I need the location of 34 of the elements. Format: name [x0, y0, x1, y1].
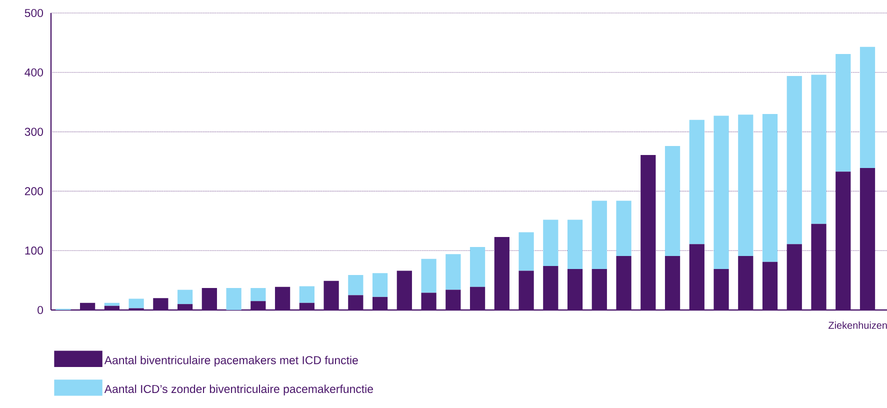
- bar: [811, 74, 826, 224]
- bar: [128, 298, 144, 308]
- bar: [543, 220, 558, 266]
- bar: [226, 288, 242, 310]
- bar: [299, 286, 314, 303]
- y-tick-label: 300: [24, 128, 44, 136]
- bar: [567, 220, 583, 270]
- bar: [738, 114, 754, 256]
- bar: [250, 288, 266, 302]
- y-tick-label: 500: [24, 8, 44, 18]
- bar: [786, 76, 802, 244]
- y-tick-label: 100: [25, 246, 44, 255]
- legend-label: Aantal ICD’s zonder biventriculaire pacemakerfunctie: [104, 384, 373, 396]
- bar: [689, 120, 704, 244]
- bar: [836, 54, 851, 172]
- y-tick-label: 0: [38, 306, 44, 314]
- bar: [348, 274, 364, 296]
- y-tick-label: 200: [24, 187, 44, 196]
- bar: [664, 146, 680, 256]
- bar: [421, 258, 436, 293]
- legend-label: Aantal biventriculaire pacemakers met ICD functie: [104, 356, 358, 367]
- bar: [518, 232, 534, 271]
- bar: [616, 200, 632, 256]
- bar: [860, 46, 876, 168]
- bar: [714, 116, 729, 270]
- y-tick-label: 400: [24, 68, 44, 76]
- bar: [178, 290, 193, 304]
- bar: [372, 273, 388, 297]
- bar: [446, 254, 461, 290]
- bar: [592, 200, 607, 270]
- x-axis-title: Ziekenhuizen: [828, 322, 887, 329]
- bar: [104, 302, 120, 306]
- bar: [762, 114, 778, 262]
- bar: [470, 247, 486, 287]
